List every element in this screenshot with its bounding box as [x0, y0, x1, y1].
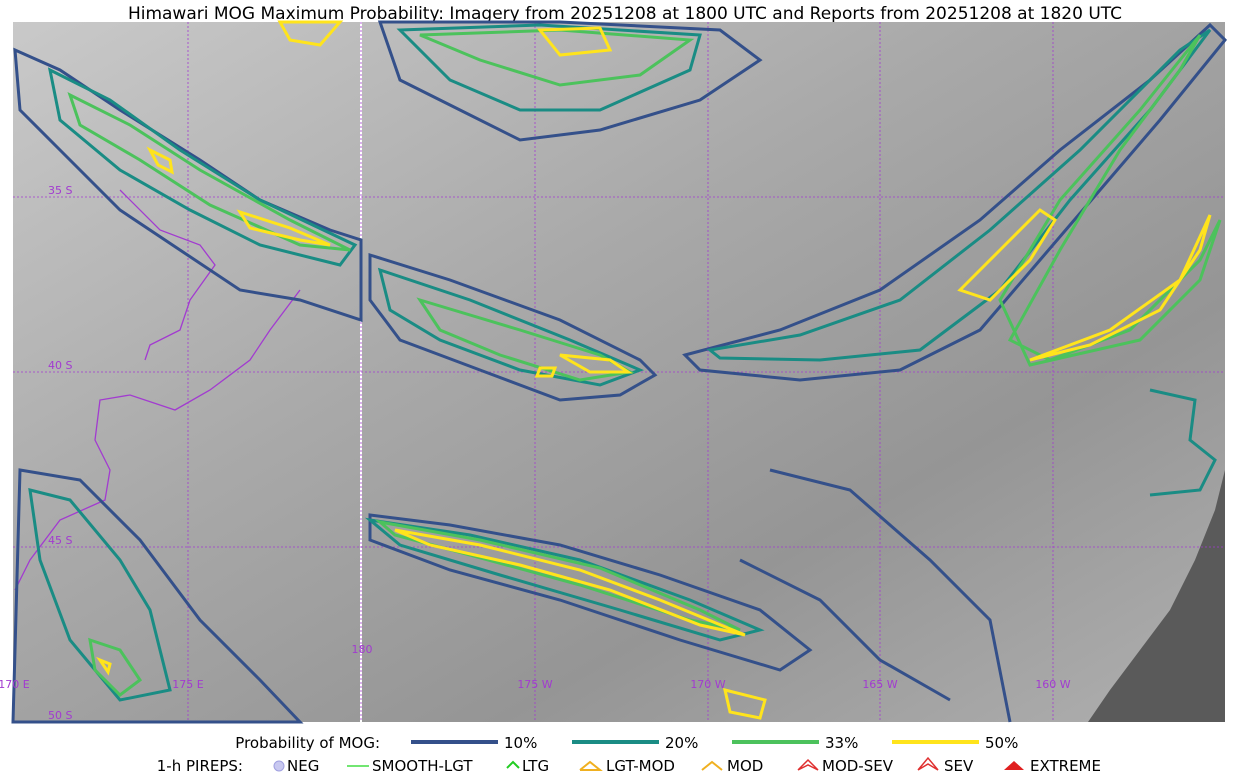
legend-item: 50%	[985, 734, 1018, 752]
lat-labels: 35 S 40 S 45 S 50 S	[48, 184, 72, 722]
lon-label: 165 W	[862, 678, 897, 691]
legend-pireps: 1-h PIREPS: NEG SMOOTH-LGT LTG LGT-MOD M…	[157, 756, 1101, 775]
legend-item: LGT-MOD	[606, 757, 675, 775]
legend-symbol	[579, 760, 603, 771]
lon-label: 170 W	[690, 678, 725, 691]
legend-symbol	[1004, 761, 1024, 770]
no-data-area	[1088, 470, 1225, 722]
legend-item: NEG	[287, 757, 319, 775]
legend-item: EXTREME	[1030, 757, 1101, 775]
map: 35 S 40 S 45 S 50 S 170 E 175 E 180 175 …	[0, 20, 1228, 724]
legend-item: MOD-SEV	[822, 757, 894, 775]
legend-item: MOD	[727, 757, 763, 775]
legend-item: SMOOTH-LGT	[372, 757, 473, 775]
title: Himawari MOG Maximum Probability: Imager…	[128, 4, 1122, 24]
lon-labels: 170 E 175 E 180 175 W 170 W 165 W 160 W	[0, 643, 1071, 691]
legend-symbol	[506, 760, 520, 769]
lon-label: 180	[352, 643, 373, 656]
contours	[11, 20, 1228, 724]
legend-item: SEV	[944, 757, 974, 775]
coastline	[14, 189, 301, 591]
legend-probability: Probability of MOG: 10% 20% 33% 50%	[235, 734, 1018, 752]
legend-symbol	[917, 756, 939, 771]
lon-label: 175 E	[172, 678, 203, 691]
lat-label: 50 S	[48, 709, 72, 722]
lat-label: 45 S	[48, 534, 72, 547]
legend-symbol	[701, 760, 723, 771]
lat-label: 40 S	[48, 359, 72, 372]
legend-label: Probability of MOG:	[235, 734, 380, 752]
legend-label: 1-h PIREPS:	[157, 757, 243, 775]
legend-symbol	[797, 758, 819, 771]
lon-label: 175 W	[517, 678, 552, 691]
lat-label: 35 S	[48, 184, 72, 197]
legend-item: LTG	[522, 757, 549, 775]
lon-label: 160 W	[1035, 678, 1070, 691]
legend-item: 20%	[665, 734, 698, 752]
legend-symbol	[273, 760, 285, 772]
lon-label: 170 E	[0, 678, 30, 691]
legend-item: 33%	[825, 734, 858, 752]
legend-item: 10%	[504, 734, 537, 752]
